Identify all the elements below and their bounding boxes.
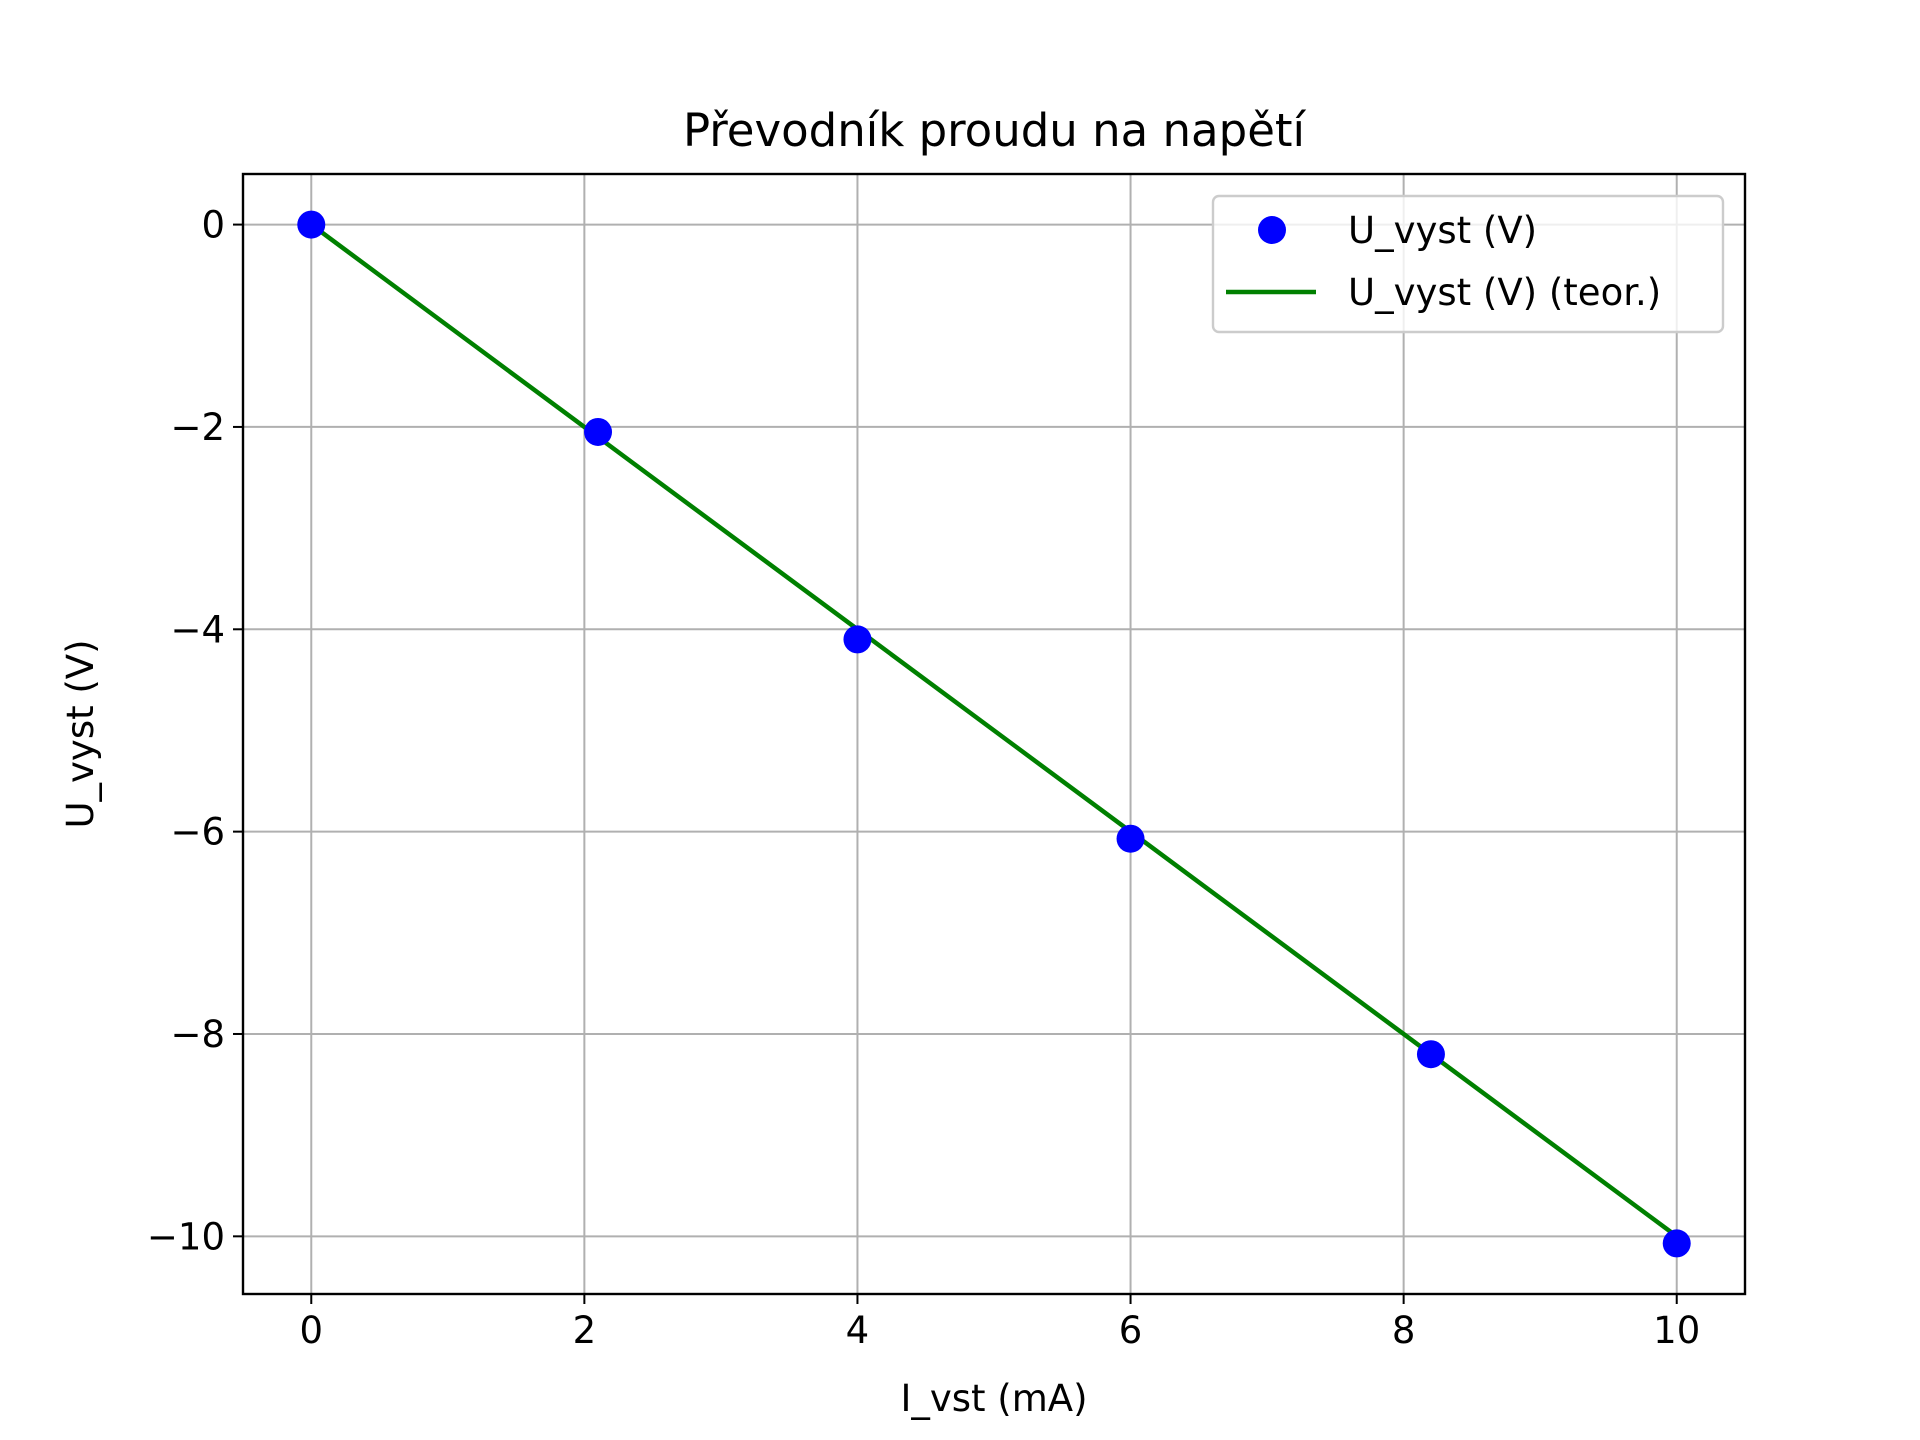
- axis-ticks: 0 2 4 6 8 10 0 −2 −4 −6 −8 −10: [147, 204, 1700, 1352]
- chart-title: Převodník proudu na napětí: [683, 104, 1307, 157]
- x-axis-label: I_vst (mA): [900, 1377, 1087, 1420]
- x-tick-label: 2: [573, 1309, 597, 1352]
- y-tick-label: −4: [170, 608, 225, 651]
- data-point: [1116, 824, 1145, 853]
- legend-label-line: U_vyst (V) (teor.): [1348, 271, 1661, 314]
- legend-marker-points: [1258, 216, 1286, 244]
- legend-label-points: U_vyst (V): [1348, 209, 1537, 252]
- data-point: [584, 417, 613, 446]
- x-tick-label: 4: [846, 1309, 870, 1352]
- y-tick-label: −10: [147, 1215, 225, 1258]
- plot-frame: [241, 172, 1747, 1296]
- x-tick-label: 10: [1653, 1309, 1700, 1352]
- y-tick-label: −8: [170, 1013, 225, 1056]
- series-points: [297, 210, 1691, 1258]
- legend-box: [1211, 194, 1725, 334]
- series-lines: [309, 222, 1679, 1239]
- data-point: [1416, 1040, 1445, 1069]
- series-line-teor: [309, 222, 1679, 1239]
- grid: [243, 174, 1745, 1294]
- x-tick-label: 8: [1392, 1309, 1416, 1352]
- x-tick-label: 0: [299, 1309, 323, 1352]
- y-tick-label: −2: [170, 406, 225, 449]
- data-point: [297, 210, 326, 239]
- y-tick-label: −6: [170, 811, 225, 854]
- y-axis-label: U_vyst (V): [59, 639, 102, 828]
- data-point: [843, 625, 872, 654]
- legend: U_vyst (V) U_vyst (V) (teor.): [1211, 194, 1725, 334]
- y-tick-label: 0: [201, 204, 225, 247]
- x-tick-label: 6: [1119, 1309, 1143, 1352]
- data-point: [1662, 1229, 1691, 1258]
